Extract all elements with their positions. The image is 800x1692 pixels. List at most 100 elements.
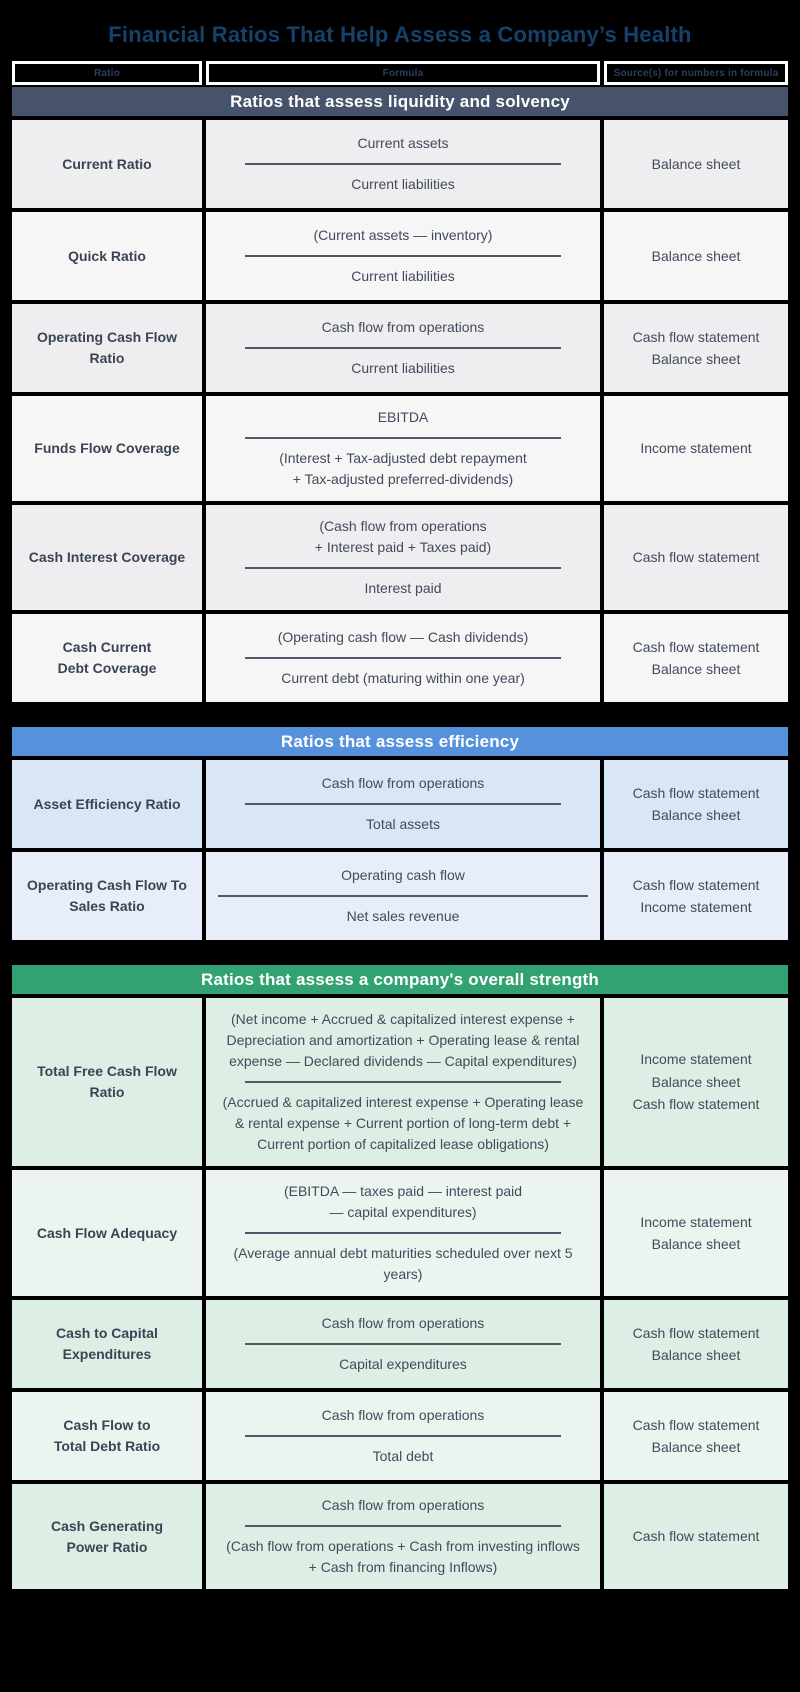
formula-sources: Balance sheet	[604, 212, 788, 300]
formula-numerator: Cash flow from operations	[321, 1315, 485, 1331]
column-header-sources: Source(s) for numbers in formula	[604, 61, 788, 85]
fraction-divider-line	[245, 1343, 561, 1345]
table-row: Operating Cash Flow Ratio Cash flow from…	[12, 304, 788, 392]
formula: Cash flow from operations (Cash flow fro…	[206, 1484, 600, 1589]
ratio-name: Cash Generating Power Ratio	[12, 1484, 202, 1589]
table-row: Cash Interest Coverage (Cash flow from o…	[12, 505, 788, 610]
formula: Cash flow from operations Total assets	[206, 760, 600, 848]
formula-numerator: (EBITDA — taxes paid — interest paid — c…	[283, 1183, 523, 1220]
fraction-divider-line	[245, 437, 561, 439]
formula-numerator: Cash flow from operations	[321, 1497, 485, 1513]
section-header: Ratios that assess a company's overall s…	[12, 965, 788, 994]
formula-numerator: Operating cash flow	[341, 867, 465, 883]
table-row: Cash Current Debt Coverage (Operating ca…	[12, 614, 788, 702]
formula: (Cash flow from operations + Interest pa…	[206, 505, 600, 610]
table-row: Quick Ratio (Current assets — inventory)…	[12, 212, 788, 300]
formula: Operating cash flow Net sales revenue	[206, 852, 600, 940]
section-rows: Asset Efficiency Ratio Cash flow from op…	[12, 760, 788, 940]
ratio-name: Total Free Cash Flow Ratio	[12, 998, 202, 1166]
formula-numerator: Cash flow from operations	[321, 775, 485, 791]
column-header-formula: Formula	[206, 61, 600, 85]
fraction-divider-line	[245, 657, 561, 659]
formula-sources: Cash flow statement	[604, 505, 788, 610]
formula-numerator: Cash flow from operations	[321, 1407, 485, 1423]
formula: (Net income + Accrued & capitalized inte…	[206, 998, 600, 1166]
ratio-name: Current Ratio	[12, 120, 202, 208]
fraction-divider-line	[245, 803, 561, 805]
formula-denominator: Current liabilities	[351, 360, 455, 376]
section-header: Ratios that assess liquidity and solvenc…	[12, 87, 788, 116]
formula-sources: Income statement Balance sheet	[604, 1170, 788, 1296]
sections-container: Ratios that assess liquidity and solvenc…	[12, 87, 788, 1589]
formula: (EBITDA — taxes paid — interest paid — c…	[206, 1170, 600, 1296]
formula-numerator: (Operating cash flow — Cash dividends)	[277, 629, 529, 645]
formula-sources: Cash flow statement	[604, 1484, 788, 1589]
table-row: Asset Efficiency Ratio Cash flow from op…	[12, 760, 788, 848]
formula: (Operating cash flow — Cash dividends) C…	[206, 614, 600, 702]
formula-sources: Balance sheet	[604, 120, 788, 208]
formula-sources: Income statement	[604, 396, 788, 501]
formula-numerator: (Cash flow from operations + Interest pa…	[314, 518, 492, 555]
formula-denominator: Current debt (maturing within one year)	[281, 670, 525, 686]
column-header-row: Ratio Formula Source(s) for numbers in f…	[12, 61, 788, 85]
formula-numerator: (Current assets — inventory)	[313, 227, 493, 243]
table-row: Cash to Capital Expenditures Cash flow f…	[12, 1300, 788, 1388]
formula: Cash flow from operations Current liabil…	[206, 304, 600, 392]
ratio-name: Funds Flow Coverage	[12, 396, 202, 501]
table-row: Cash Flow Adequacy (EBITDA — taxes paid …	[12, 1170, 788, 1296]
table-row: Cash Flow to Total Debt Ratio Cash flow …	[12, 1392, 788, 1480]
formula-sources: Cash flow statement Balance sheet	[604, 304, 788, 392]
formula: Current assets Current liabilities	[206, 120, 600, 208]
section-rows: Current Ratio Current assets Current lia…	[12, 120, 788, 702]
formula-denominator: (Average annual debt maturities schedule…	[233, 1245, 573, 1282]
table-row: Cash Generating Power Ratio Cash flow fr…	[12, 1484, 788, 1589]
formula-sources: Cash flow statement Balance sheet	[604, 1300, 788, 1388]
formula: (Current assets — inventory) Current lia…	[206, 212, 600, 300]
fraction-divider-line	[245, 567, 561, 569]
fraction-divider-line	[245, 255, 561, 257]
ratio-name: Operating Cash Flow Ratio	[12, 304, 202, 392]
table-row: Current Ratio Current assets Current lia…	[12, 120, 788, 208]
column-header-ratio: Ratio	[12, 61, 202, 85]
formula-denominator: Total debt	[372, 1448, 434, 1464]
formula-denominator: (Cash flow from operations + Cash from i…	[226, 1538, 580, 1575]
ratio-name: Quick Ratio	[12, 212, 202, 300]
formula-numerator: EBITDA	[377, 409, 429, 425]
formula-sources: Cash flow statement Balance sheet	[604, 760, 788, 848]
section: Ratios that assess a company's overall s…	[12, 965, 788, 1589]
section-header: Ratios that assess efficiency	[12, 727, 788, 756]
formula-sources: Cash flow statement Balance sheet	[604, 614, 788, 702]
formula-denominator: Interest paid	[364, 580, 442, 596]
fraction-divider-line	[245, 1081, 561, 1083]
table-row: Operating Cash Flow To Sales Ratio Opera…	[12, 852, 788, 940]
ratio-name: Cash Flow to Total Debt Ratio	[12, 1392, 202, 1480]
fraction-divider-line	[245, 347, 561, 349]
formula: EBITDA (Interest + Tax-adjusted debt rep…	[206, 396, 600, 501]
ratio-name: Cash Flow Adequacy	[12, 1170, 202, 1296]
formula-numerator: (Net income + Accrued & capitalized inte…	[226, 1011, 580, 1069]
ratio-name: Cash Current Debt Coverage	[12, 614, 202, 702]
formula-denominator: (Accrued & capitalized interest expense …	[222, 1094, 584, 1152]
formula: Cash flow from operations Capital expend…	[206, 1300, 600, 1388]
ratio-name: Asset Efficiency Ratio	[12, 760, 202, 848]
formula-sources: Cash flow statement Balance sheet	[604, 1392, 788, 1480]
table-row: Total Free Cash Flow Ratio (Net income +…	[12, 998, 788, 1166]
formula-numerator: Current assets	[357, 135, 449, 151]
fraction-divider-line	[245, 1525, 561, 1527]
formula: Cash flow from operations Total debt	[206, 1392, 600, 1480]
formula-sources: Income statement Balance sheet Cash flow…	[604, 998, 788, 1166]
page-title: Financial Ratios That Help Assess a Comp…	[108, 22, 692, 47]
fraction-divider-line	[245, 1232, 561, 1234]
formula-denominator: (Interest + Tax-adjusted debt repayment …	[279, 450, 527, 487]
ratios-table: Ratio Formula Source(s) for numbers in f…	[12, 61, 788, 1589]
formula-denominator: Current liabilities	[351, 268, 455, 284]
fraction-divider-line	[245, 163, 561, 165]
formula-denominator: Total assets	[366, 816, 440, 832]
formula-numerator: Cash flow from operations	[321, 319, 485, 335]
formula-denominator: Capital expenditures	[339, 1356, 467, 1372]
fraction-divider-line	[245, 1435, 561, 1437]
ratio-name: Cash to Capital Expenditures	[12, 1300, 202, 1388]
ratio-name: Cash Interest Coverage	[12, 505, 202, 610]
table-row: Funds Flow Coverage EBITDA (Interest + T…	[12, 396, 788, 501]
